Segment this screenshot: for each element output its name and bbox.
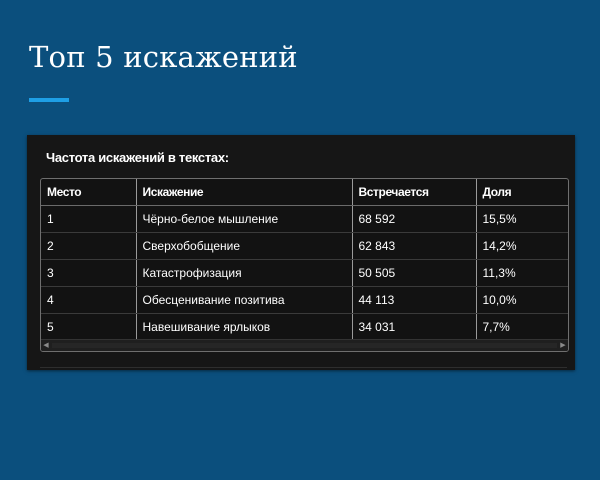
cell-share: 10,0% bbox=[476, 286, 568, 314]
triangle-left-icon[interactable]: ◀ bbox=[43, 342, 49, 349]
slide-title: Топ 5 искажений bbox=[29, 40, 298, 74]
table-frame: Место Искажение Встречается Доля 1 Чёрно… bbox=[40, 178, 569, 352]
column-header-distortion[interactable]: Искажение bbox=[136, 179, 353, 206]
cell-rank: 5 bbox=[41, 313, 137, 341]
table-panel: Частота искажений в текстах: Место Искаж… bbox=[27, 135, 575, 370]
horizontal-scrollbar[interactable]: ◀ ▶ bbox=[41, 339, 568, 351]
table-header-row: Место Искажение Встречается Доля bbox=[41, 179, 568, 206]
table-heading: Частота искажений в текстах: bbox=[46, 150, 229, 165]
table-row: 1 Чёрно-белое мышление 68 592 15,5% bbox=[41, 205, 568, 233]
cell-share: 7,7% bbox=[476, 313, 568, 341]
cell-share: 15,5% bbox=[476, 205, 568, 233]
table-row: 4 Обесценивание позитива 44 113 10,0% bbox=[41, 286, 568, 314]
cell-distortion: Чёрно-белое мышление bbox=[136, 205, 353, 233]
cell-rank: 4 bbox=[41, 286, 137, 314]
cell-rank: 3 bbox=[41, 259, 137, 287]
table-row: 2 Сверхобобщение 62 843 14,2% bbox=[41, 232, 568, 260]
column-header-occurrences[interactable]: Встречается bbox=[352, 179, 477, 206]
column-header-rank[interactable]: Место bbox=[41, 179, 137, 206]
cell-distortion: Обесценивание позитива bbox=[136, 286, 353, 314]
cell-distortion: Навешивание ярлыков bbox=[136, 313, 353, 341]
cell-distortion: Катастрофизация bbox=[136, 259, 353, 287]
column-header-share[interactable]: Доля bbox=[476, 179, 568, 206]
cell-occurrences: 44 113 bbox=[352, 286, 477, 314]
cell-share: 14,2% bbox=[476, 232, 568, 260]
cell-rank: 1 bbox=[41, 205, 137, 233]
title-accent-bar bbox=[29, 98, 69, 102]
table-row: 5 Навешивание ярлыков 34 031 7,7% bbox=[41, 313, 568, 341]
distortions-table: Место Искажение Встречается Доля 1 Чёрно… bbox=[41, 179, 568, 341]
cell-occurrences: 62 843 bbox=[352, 232, 477, 260]
panel-divider bbox=[40, 367, 567, 368]
scrollbar-track[interactable] bbox=[52, 343, 557, 348]
cell-occurrences: 50 505 bbox=[352, 259, 477, 287]
cell-occurrences: 34 031 bbox=[352, 313, 477, 341]
cell-occurrences: 68 592 bbox=[352, 205, 477, 233]
table-row: 3 Катастрофизация 50 505 11,3% bbox=[41, 259, 568, 287]
cell-share: 11,3% bbox=[476, 259, 568, 287]
triangle-right-icon[interactable]: ▶ bbox=[560, 342, 566, 349]
cell-distortion: Сверхобобщение bbox=[136, 232, 353, 260]
cell-rank: 2 bbox=[41, 232, 137, 260]
